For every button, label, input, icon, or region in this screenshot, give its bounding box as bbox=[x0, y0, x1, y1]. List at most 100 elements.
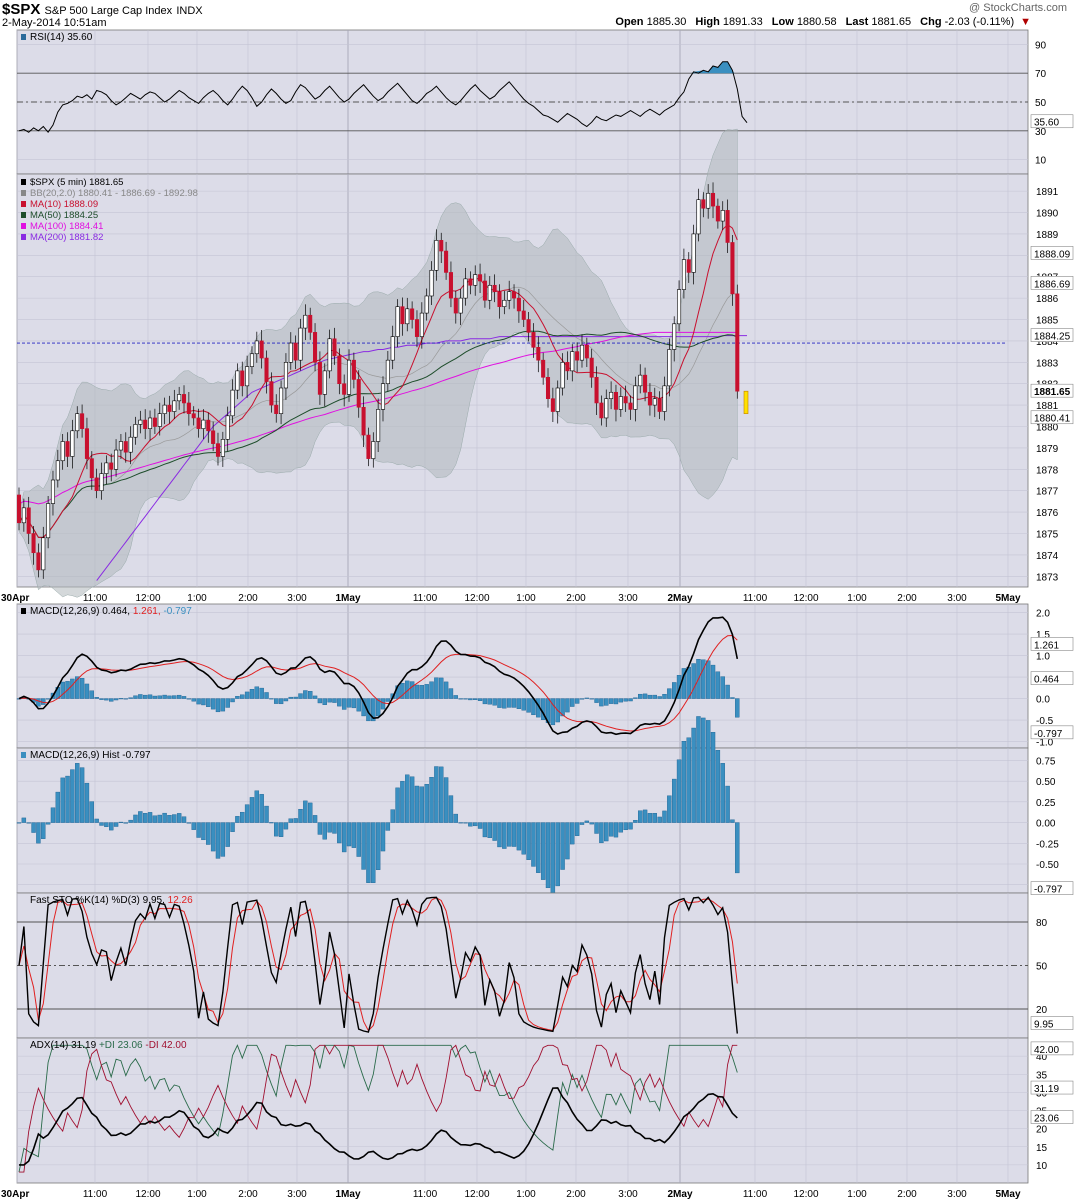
price-right-label-4-group: 1880.41 bbox=[1030, 410, 1074, 425]
candle-body bbox=[109, 462, 114, 470]
macd-hist-bar bbox=[351, 698, 357, 709]
candle-body bbox=[419, 312, 424, 337]
macd-hist-bar bbox=[642, 693, 648, 699]
macd-hist-bar bbox=[676, 675, 682, 699]
hist-bar bbox=[191, 822, 196, 830]
macd-hist-bar bbox=[288, 696, 293, 699]
rsi-label: RSI(14) 35.60 bbox=[30, 32, 93, 43]
macd-hist-bar bbox=[409, 681, 415, 699]
adx-x-tick-12: 2May bbox=[667, 1189, 692, 1200]
macd-hist-bar bbox=[264, 692, 269, 699]
macd-hist-bar bbox=[710, 664, 716, 699]
macd-hist-bar bbox=[628, 698, 633, 702]
macd-label-prefix: MACD(12,26,9) bbox=[30, 606, 102, 617]
candle-body bbox=[181, 394, 187, 404]
candle-body bbox=[628, 402, 633, 410]
candle-body bbox=[288, 342, 293, 363]
hist-bar bbox=[36, 822, 41, 844]
price-y-tick-13: 1878 bbox=[1036, 465, 1059, 476]
candle-body bbox=[317, 362, 322, 395]
symbol-title: $SPX S&P 500 Large Cap Index INDX bbox=[2, 1, 203, 18]
candle-body bbox=[594, 376, 599, 404]
hist-y-tick-2: 0.25 bbox=[1036, 798, 1056, 809]
candle-body bbox=[99, 473, 104, 492]
hist-bar bbox=[235, 816, 240, 823]
price-y-tick-2: 1889 bbox=[1036, 230, 1059, 241]
price-right-label-1-box bbox=[1030, 276, 1074, 290]
brand-logo[interactable]: @ StockCharts.com bbox=[969, 2, 1067, 14]
hist-bar bbox=[589, 822, 594, 825]
price-x-tick-15: 1:00 bbox=[847, 593, 867, 604]
hist-bar bbox=[487, 822, 492, 839]
macd-hist-bar bbox=[516, 698, 522, 709]
price-x-tick-4: 2:00 bbox=[238, 593, 258, 604]
hist-bar bbox=[152, 815, 158, 823]
candle-body bbox=[536, 347, 541, 361]
hist-bar bbox=[196, 822, 201, 838]
ohlc-readout: Open 1885.30 High 1891.33 Low 1880.58 La… bbox=[615, 16, 1031, 28]
hist-bar bbox=[21, 817, 27, 823]
hist-bar bbox=[531, 822, 536, 867]
sto-right-label: 9.95 bbox=[1034, 1020, 1054, 1031]
adx-x-tick-6: 1May bbox=[335, 1189, 360, 1200]
candle-body bbox=[371, 441, 376, 459]
candle-body bbox=[215, 443, 221, 457]
macd-hist-bar bbox=[579, 698, 585, 700]
candle-body bbox=[55, 460, 60, 481]
macd-hist-bar bbox=[613, 698, 619, 705]
price-x-tick-12: 2May bbox=[667, 593, 692, 604]
candle-body bbox=[609, 391, 614, 399]
hist-bar bbox=[138, 811, 143, 823]
hist-bar bbox=[633, 820, 638, 823]
candle-body bbox=[114, 449, 119, 470]
macd-hist-bar bbox=[186, 698, 192, 700]
macd-hist-bar bbox=[138, 694, 143, 699]
hist-label: MACD(12,26,9) Hist -0.797 bbox=[30, 750, 151, 761]
macd-hist-bar bbox=[293, 696, 298, 699]
hist-bar bbox=[628, 822, 633, 830]
adx-y-tick-4: 20 bbox=[1036, 1125, 1048, 1136]
price-x-tick-3: 1:00 bbox=[187, 593, 207, 604]
hist-bar bbox=[162, 812, 167, 823]
hist-bar bbox=[560, 822, 565, 870]
candle-body bbox=[206, 419, 211, 432]
hist-bar bbox=[181, 816, 187, 823]
low-value: 1880.58 bbox=[796, 16, 837, 28]
price-legend-icon-5 bbox=[21, 234, 26, 240]
ma50-line bbox=[18, 330, 738, 538]
sto-k-line bbox=[18, 896, 738, 1034]
hist-bar bbox=[89, 801, 95, 823]
macd-y-tick-2: 1.0 bbox=[1036, 652, 1050, 663]
price-x-tick-13: 11:00 bbox=[743, 593, 768, 604]
candle-body bbox=[613, 391, 618, 410]
candle-body bbox=[710, 192, 716, 207]
adx-x-tick-5: 3:00 bbox=[287, 1189, 307, 1200]
candle-body bbox=[240, 370, 245, 387]
candle-body bbox=[507, 291, 512, 301]
price-right-label-2: 1884.25 bbox=[1034, 332, 1071, 343]
bb-midline bbox=[18, 286, 738, 538]
hist-bar bbox=[244, 804, 250, 823]
hist-bar bbox=[206, 822, 211, 845]
price-legend-3: MA(50) 1884.25 bbox=[30, 210, 98, 221]
macd-hist-bar bbox=[419, 685, 425, 699]
candle-body bbox=[157, 413, 162, 427]
macd-hist-bar bbox=[322, 698, 327, 705]
macd-hist-bar bbox=[730, 697, 735, 699]
price-x-tick-17: 3:00 bbox=[947, 593, 967, 604]
candle-body bbox=[152, 417, 157, 427]
hist-bar bbox=[147, 812, 153, 823]
macd-hist-bar bbox=[70, 678, 75, 699]
adx-x-tick-10: 2:00 bbox=[566, 1189, 586, 1200]
macd-hist-bar bbox=[341, 698, 347, 710]
macd-hist-bar bbox=[560, 698, 565, 717]
macd-hist-bar bbox=[599, 698, 604, 707]
hist-bar bbox=[506, 822, 512, 847]
price-x-tick-18: 5May bbox=[995, 593, 1020, 604]
macd-hist-bar bbox=[84, 683, 90, 699]
candle-body bbox=[662, 385, 667, 412]
candle-body bbox=[342, 383, 347, 395]
hist-bar bbox=[492, 822, 497, 841]
hist-bar bbox=[220, 822, 226, 857]
